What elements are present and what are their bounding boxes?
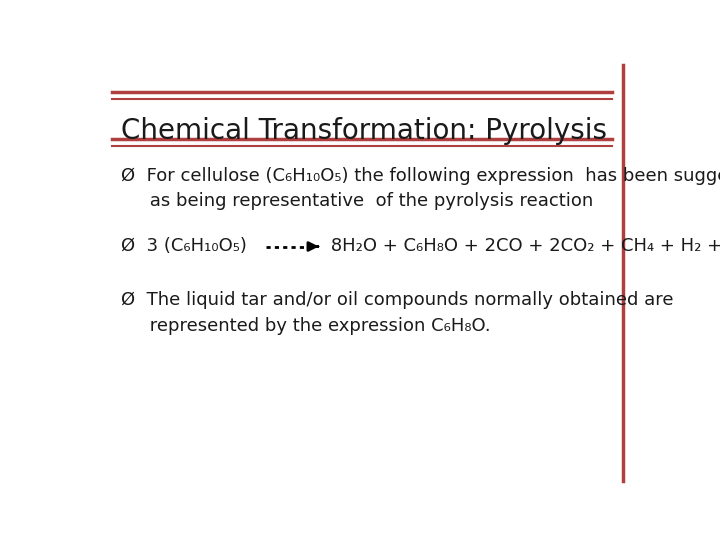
Text: as being representative  of the pyrolysis reaction: as being representative of the pyrolysis… [121,192,593,211]
Text: represented by the expression C₆H₈O.: represented by the expression C₆H₈O. [121,317,490,335]
Text: Chemical Transformation: Pyrolysis: Chemical Transformation: Pyrolysis [121,117,607,145]
Text: 8H₂O + C₆H₈O + 2CO + 2CO₂ + CH₄ + H₂ + 7C: 8H₂O + C₆H₈O + 2CO + 2CO₂ + CH₄ + H₂ + 7… [325,238,720,255]
Text: Ø  For cellulose (C₆H₁₀O₅) the following expression  has been suggested: Ø For cellulose (C₆H₁₀O₅) the following … [121,167,720,185]
Text: Ø  3 (C₆H₁₀O₅): Ø 3 (C₆H₁₀O₅) [121,238,252,255]
Text: Ø  The liquid tar and/or oil compounds normally obtained are: Ø The liquid tar and/or oil compounds no… [121,292,673,309]
